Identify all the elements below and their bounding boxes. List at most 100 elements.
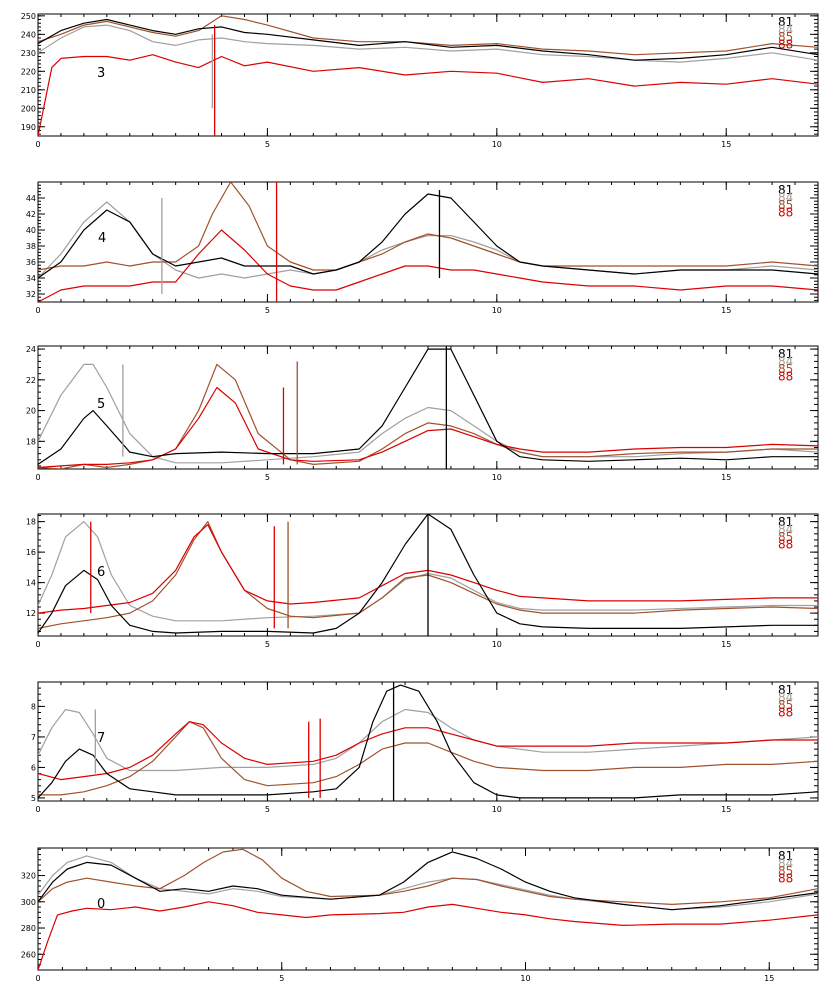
legend-entry-88: 88 — [778, 38, 793, 52]
y-tick-label: 250 — [21, 12, 36, 21]
x-tick-label: 10 — [492, 473, 502, 482]
legend-entry-88: 88 — [778, 872, 793, 886]
series-line-88 — [38, 229, 818, 302]
panel-label: 3 — [97, 66, 105, 81]
plot-area — [38, 182, 818, 302]
legend-entry-85: 85 — [778, 362, 793, 376]
x-tick-label: 5 — [265, 805, 270, 814]
legend-entry-88: 88 — [778, 370, 793, 384]
y-tick-label: 300 — [21, 898, 36, 907]
legend-entry-85: 85 — [778, 698, 793, 712]
x-tick-label: 5 — [265, 306, 270, 315]
y-tick-label: 14 — [26, 579, 36, 588]
y-tick-label: 42 — [26, 210, 36, 219]
y-tick-label: 12 — [26, 609, 36, 618]
x-tick-label: 0 — [35, 473, 40, 482]
series-line-88 — [38, 54, 818, 136]
y-tick-label: 280 — [21, 924, 36, 933]
y-tick-label: 34 — [26, 274, 36, 283]
legend-entry-81: 81 — [778, 347, 793, 361]
y-tick-label: 18 — [26, 518, 36, 527]
legend-entry-88: 88 — [778, 538, 793, 552]
series-line-84 — [38, 363, 818, 464]
x-tick-label: 0 — [35, 805, 40, 814]
series-line-88 — [38, 386, 818, 469]
series-line-84 — [38, 855, 818, 911]
x-tick-label: 5 — [265, 473, 270, 482]
plot-area — [38, 15, 818, 136]
y-tick-label: 7 — [31, 733, 36, 742]
y-tick-label: 40 — [26, 226, 36, 235]
plot-area — [38, 514, 818, 636]
y-tick-label: 16 — [26, 548, 36, 557]
panel-label: 7 — [97, 731, 105, 746]
series-line-84 — [38, 708, 818, 772]
y-tick-label: 220 — [21, 67, 36, 76]
x-tick-label: 10 — [520, 974, 530, 983]
y-tick-label: 6 — [31, 763, 36, 772]
series-line-81 — [38, 514, 818, 634]
y-tick-label: 260 — [21, 950, 36, 959]
legend-entry-84: 84 — [778, 355, 793, 369]
x-tick-label: 15 — [721, 640, 731, 649]
legend-entry-81: 81 — [778, 683, 793, 697]
x-tick-label: 10 — [492, 306, 502, 315]
series-line-84 — [38, 24, 818, 63]
axes-frame — [37, 181, 819, 303]
y-tick-label: 44 — [26, 194, 36, 203]
x-tick-label: 5 — [265, 640, 270, 649]
x-tick-label: 15 — [764, 974, 774, 983]
panel-label: 0 — [97, 897, 105, 912]
series-line-85 — [38, 15, 818, 56]
x-tick-label: 10 — [492, 805, 502, 814]
series-line-81 — [38, 684, 818, 799]
legend-entry-84: 84 — [778, 23, 793, 37]
legend-entry-84: 84 — [778, 857, 793, 871]
x-tick-label: 10 — [492, 140, 502, 149]
x-tick-label: 15 — [721, 306, 731, 315]
x-tick-label: 0 — [35, 306, 40, 315]
y-tick-label: 320 — [21, 872, 36, 881]
series-line-81 — [38, 18, 818, 61]
y-tick-label: 190 — [21, 123, 36, 132]
x-tick-label: 15 — [721, 140, 731, 149]
legend-entry-88: 88 — [778, 206, 793, 220]
series-line-85 — [38, 363, 818, 469]
legend-entry-81: 81 — [778, 15, 793, 29]
axes-frame — [37, 847, 819, 971]
legend-entry-85: 85 — [778, 30, 793, 44]
series-line-81 — [38, 851, 818, 911]
x-tick-label: 0 — [35, 640, 40, 649]
x-tick-label: 0 — [35, 974, 40, 983]
series-line-88 — [38, 721, 818, 781]
plot-area — [38, 682, 818, 801]
y-tick-label: 22 — [26, 376, 36, 385]
y-tick-label: 8 — [31, 702, 36, 711]
legend-entry-81: 81 — [778, 183, 793, 197]
plot-area — [38, 346, 818, 469]
y-tick-label: 32 — [26, 290, 36, 299]
y-tick-label: 230 — [21, 49, 36, 58]
x-tick-label: 10 — [492, 640, 502, 649]
series-line-85 — [38, 182, 818, 271]
legend-entry-84: 84 — [778, 191, 793, 205]
series-line-85 — [38, 848, 818, 906]
legend-entry-85: 85 — [778, 530, 793, 544]
panel-label: 4 — [98, 231, 106, 246]
y-tick-label: 200 — [21, 104, 36, 113]
plot-area — [38, 848, 818, 970]
y-tick-label: 20 — [26, 407, 36, 416]
legend-entry-85: 85 — [778, 864, 793, 878]
x-tick-label: 5 — [279, 974, 284, 983]
